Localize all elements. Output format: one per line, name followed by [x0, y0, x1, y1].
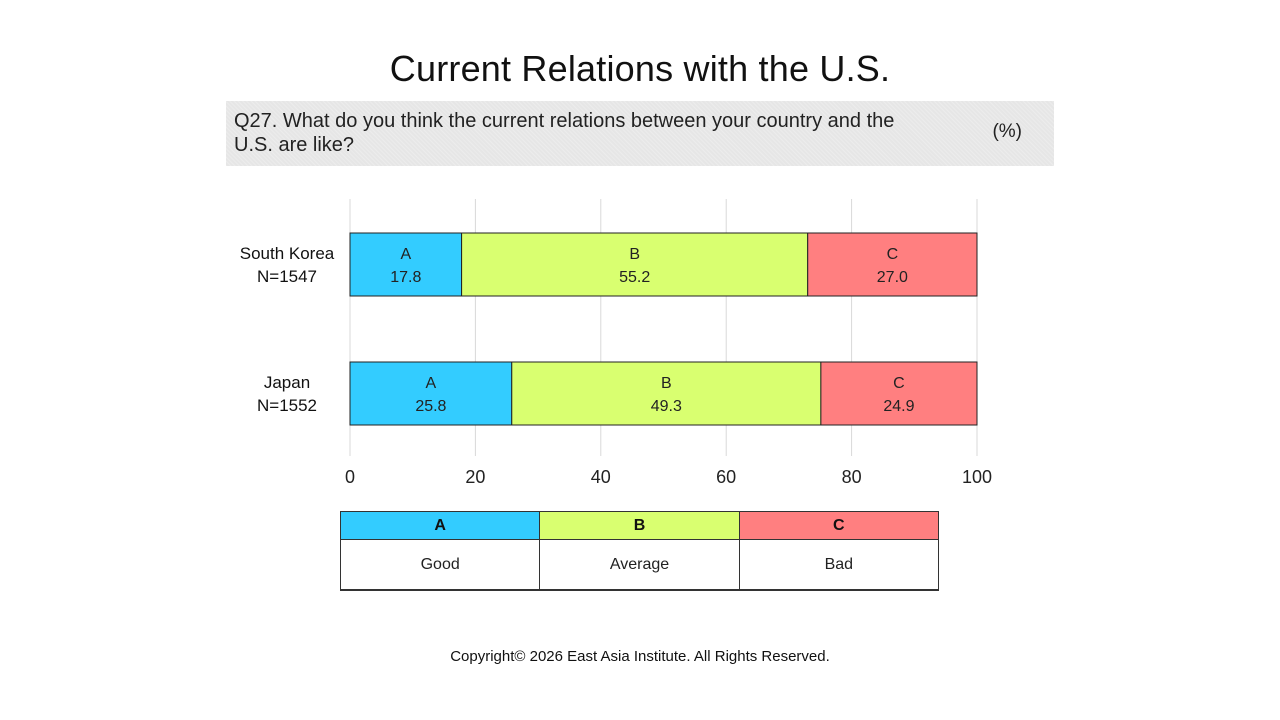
bar-b-0 [461, 232, 809, 297]
chart-title: Current Relations with the U.S. [389, 48, 891, 89]
category-label-0: South Korea [240, 244, 335, 263]
bar-a-1 [349, 361, 513, 426]
category-n-label-0: N=1547 [257, 267, 317, 286]
legend-header-a: A [339, 511, 541, 540]
bar-a-0 [349, 232, 463, 297]
copyright-notice: Copyright© 2026 East Asia Institute. All… [450, 648, 830, 665]
bar-series-label-c-0: C [887, 246, 899, 263]
legend-label-row: Good Average Bad [339, 539, 940, 591]
unit-label: (%) [992, 121, 1022, 142]
legend-label-average: Average [539, 539, 740, 591]
question-box: Q27. What do you think the current relat… [226, 101, 1054, 166]
bar-series-label-a-1: A [426, 375, 437, 392]
bar-series-label-b-0: B [629, 246, 640, 263]
bar-series-label-c-1: C [893, 375, 905, 392]
bar-c-1 [820, 361, 978, 426]
bar-b-1 [511, 361, 822, 426]
bar-c-0 [807, 232, 978, 297]
bar-value-label-c-1: 24.9 [883, 398, 914, 415]
bar-value-label-a-1: 25.8 [415, 398, 446, 415]
x-tick-label-80: 80 [842, 467, 862, 487]
bar-value-label-a-0: 17.8 [390, 269, 421, 286]
bar-value-label-b-1: 49.3 [651, 398, 682, 415]
x-tick-label-20: 20 [465, 467, 485, 487]
x-tick-label-40: 40 [591, 467, 611, 487]
legend-header-b: B [539, 511, 740, 540]
x-tick-label-0: 0 [345, 467, 355, 487]
legend-label-good: Good [339, 539, 541, 591]
bar-value-label-c-0: 27.0 [877, 269, 908, 286]
bar-series-label-a-0: A [400, 246, 411, 263]
x-tick-label-100: 100 [962, 467, 992, 487]
legend-header-c: C [738, 511, 940, 540]
category-label-1: Japan [264, 373, 310, 392]
legend-table: A B C Good Average Bad [339, 511, 940, 591]
legend-header-row: A B C [339, 511, 940, 540]
x-tick-label-60: 60 [716, 467, 736, 487]
stacked-bar-chart: 0 20 40 60 80 100 South Korea N=1547 A 17.8 B 55.2 C… [240, 199, 992, 487]
legend-label-bad: Bad [738, 539, 940, 591]
question-text: Q27. What do you think the current relat… [234, 110, 895, 156]
bar-value-label-b-0: 55.2 [619, 269, 650, 286]
bar-series-label-b-1: B [661, 375, 672, 392]
category-n-label-1: N=1552 [257, 396, 317, 415]
